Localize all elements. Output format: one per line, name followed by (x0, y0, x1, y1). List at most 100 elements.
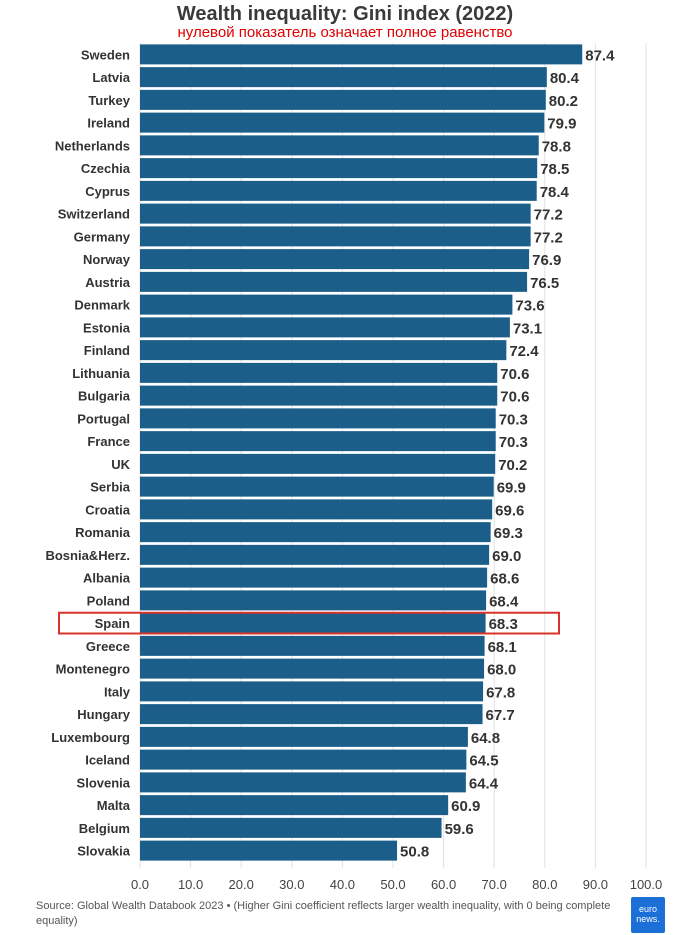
chart-title: Wealth inequality: Gini index (2022) (176, 3, 514, 25)
bar (140, 476, 494, 497)
bar (140, 681, 484, 702)
bar (140, 749, 467, 770)
bar (140, 180, 537, 201)
category-label: Malta (97, 798, 131, 813)
category-label: Latvia (92, 70, 130, 85)
bar (140, 317, 510, 338)
bar (140, 67, 547, 88)
bar (140, 249, 530, 270)
value-label: 69.9 (497, 480, 526, 497)
value-label: 87.4 (585, 47, 615, 64)
bar (140, 795, 449, 816)
value-label: 77.2 (534, 229, 563, 246)
category-label: Bosnia&Herz. (45, 548, 130, 563)
category-label: Estonia (83, 320, 131, 335)
category-label: Croatia (85, 502, 131, 517)
category-label: Slovakia (77, 844, 131, 859)
value-label: 78.8 (542, 138, 571, 155)
value-label: 72.4 (509, 343, 539, 360)
bar (140, 226, 531, 247)
value-label: 69.6 (495, 502, 524, 519)
value-label: 79.9 (547, 116, 576, 133)
value-label: 50.8 (400, 844, 429, 861)
bar (140, 408, 496, 429)
x-tick-label: 50.0 (380, 877, 405, 892)
value-label: 67.8 (486, 684, 515, 701)
category-label: Denmark (74, 298, 130, 313)
category-label: Romania (75, 525, 131, 540)
category-label: Italy (104, 684, 131, 699)
value-label: 68.0 (487, 662, 516, 679)
value-label: 68.1 (488, 639, 517, 656)
category-label: Serbia (90, 480, 131, 495)
category-label: Luxembourg (51, 730, 130, 745)
x-tick-label: 70.0 (482, 877, 507, 892)
bar (140, 590, 487, 611)
bar (140, 431, 496, 452)
value-label: 80.2 (549, 93, 578, 110)
bar (140, 840, 398, 861)
bar (140, 44, 583, 65)
bar (140, 135, 539, 156)
x-tick-label: 40.0 (330, 877, 355, 892)
bar (140, 385, 498, 406)
value-label: 70.2 (498, 457, 527, 474)
x-tick-label: 60.0 (431, 877, 456, 892)
value-label: 77.2 (534, 207, 563, 224)
value-label: 80.4 (550, 70, 580, 87)
value-label: 70.6 (500, 389, 529, 406)
bar (140, 704, 483, 725)
value-label: 76.5 (530, 275, 559, 292)
bar (140, 362, 498, 383)
bar (140, 635, 485, 656)
category-label: Germany (74, 229, 131, 244)
category-label: Ireland (87, 116, 130, 131)
category-label: Turkey (88, 93, 130, 108)
value-label: 59.6 (445, 821, 474, 838)
bar (140, 544, 490, 565)
value-label: 70.3 (499, 434, 528, 451)
category-label: Montenegro (56, 662, 130, 677)
value-label: 68.6 (490, 571, 519, 588)
bar (140, 158, 538, 179)
category-label: Albania (83, 571, 131, 586)
bar (140, 613, 486, 634)
bar (140, 112, 545, 133)
category-label: Greece (86, 639, 130, 654)
x-tick-label: 80.0 (532, 877, 557, 892)
category-label: Slovenia (77, 775, 131, 790)
highlight-box (58, 611, 560, 635)
category-label: Spain (95, 616, 130, 631)
x-tick-label: 10.0 (178, 877, 203, 892)
category-label: Switzerland (58, 207, 130, 222)
value-label: 68.3 (489, 616, 518, 633)
value-label: 78.5 (540, 161, 569, 178)
value-label: 67.7 (486, 707, 515, 724)
value-label: 69.3 (494, 525, 523, 542)
bar (140, 658, 485, 679)
category-label: Portugal (77, 411, 130, 426)
bar (140, 726, 468, 747)
category-label: Belgium (79, 821, 130, 836)
category-label: Hungary (77, 707, 131, 722)
value-label: 73.1 (513, 320, 542, 337)
category-label: Cyprus (85, 184, 130, 199)
euronews-logo[interactable]: euro news. (631, 897, 665, 933)
category-label: Bulgaria (78, 389, 131, 404)
bar (140, 817, 442, 838)
bar (140, 271, 528, 292)
bar (140, 567, 488, 588)
x-tick-label: 0.0 (131, 877, 149, 892)
value-label: 64.8 (471, 730, 500, 747)
category-label: Norway (83, 252, 131, 267)
category-label: France (87, 434, 130, 449)
category-label: Poland (87, 593, 130, 608)
category-label: Iceland (85, 753, 130, 768)
value-label: 73.6 (515, 298, 544, 315)
category-label: Austria (85, 275, 131, 290)
chart-subtitle: нулевой показатель означает полное равен… (177, 24, 513, 41)
category-label: Lithuania (72, 366, 131, 381)
value-label: 69.0 (492, 548, 521, 565)
value-label: 76.9 (532, 252, 561, 269)
